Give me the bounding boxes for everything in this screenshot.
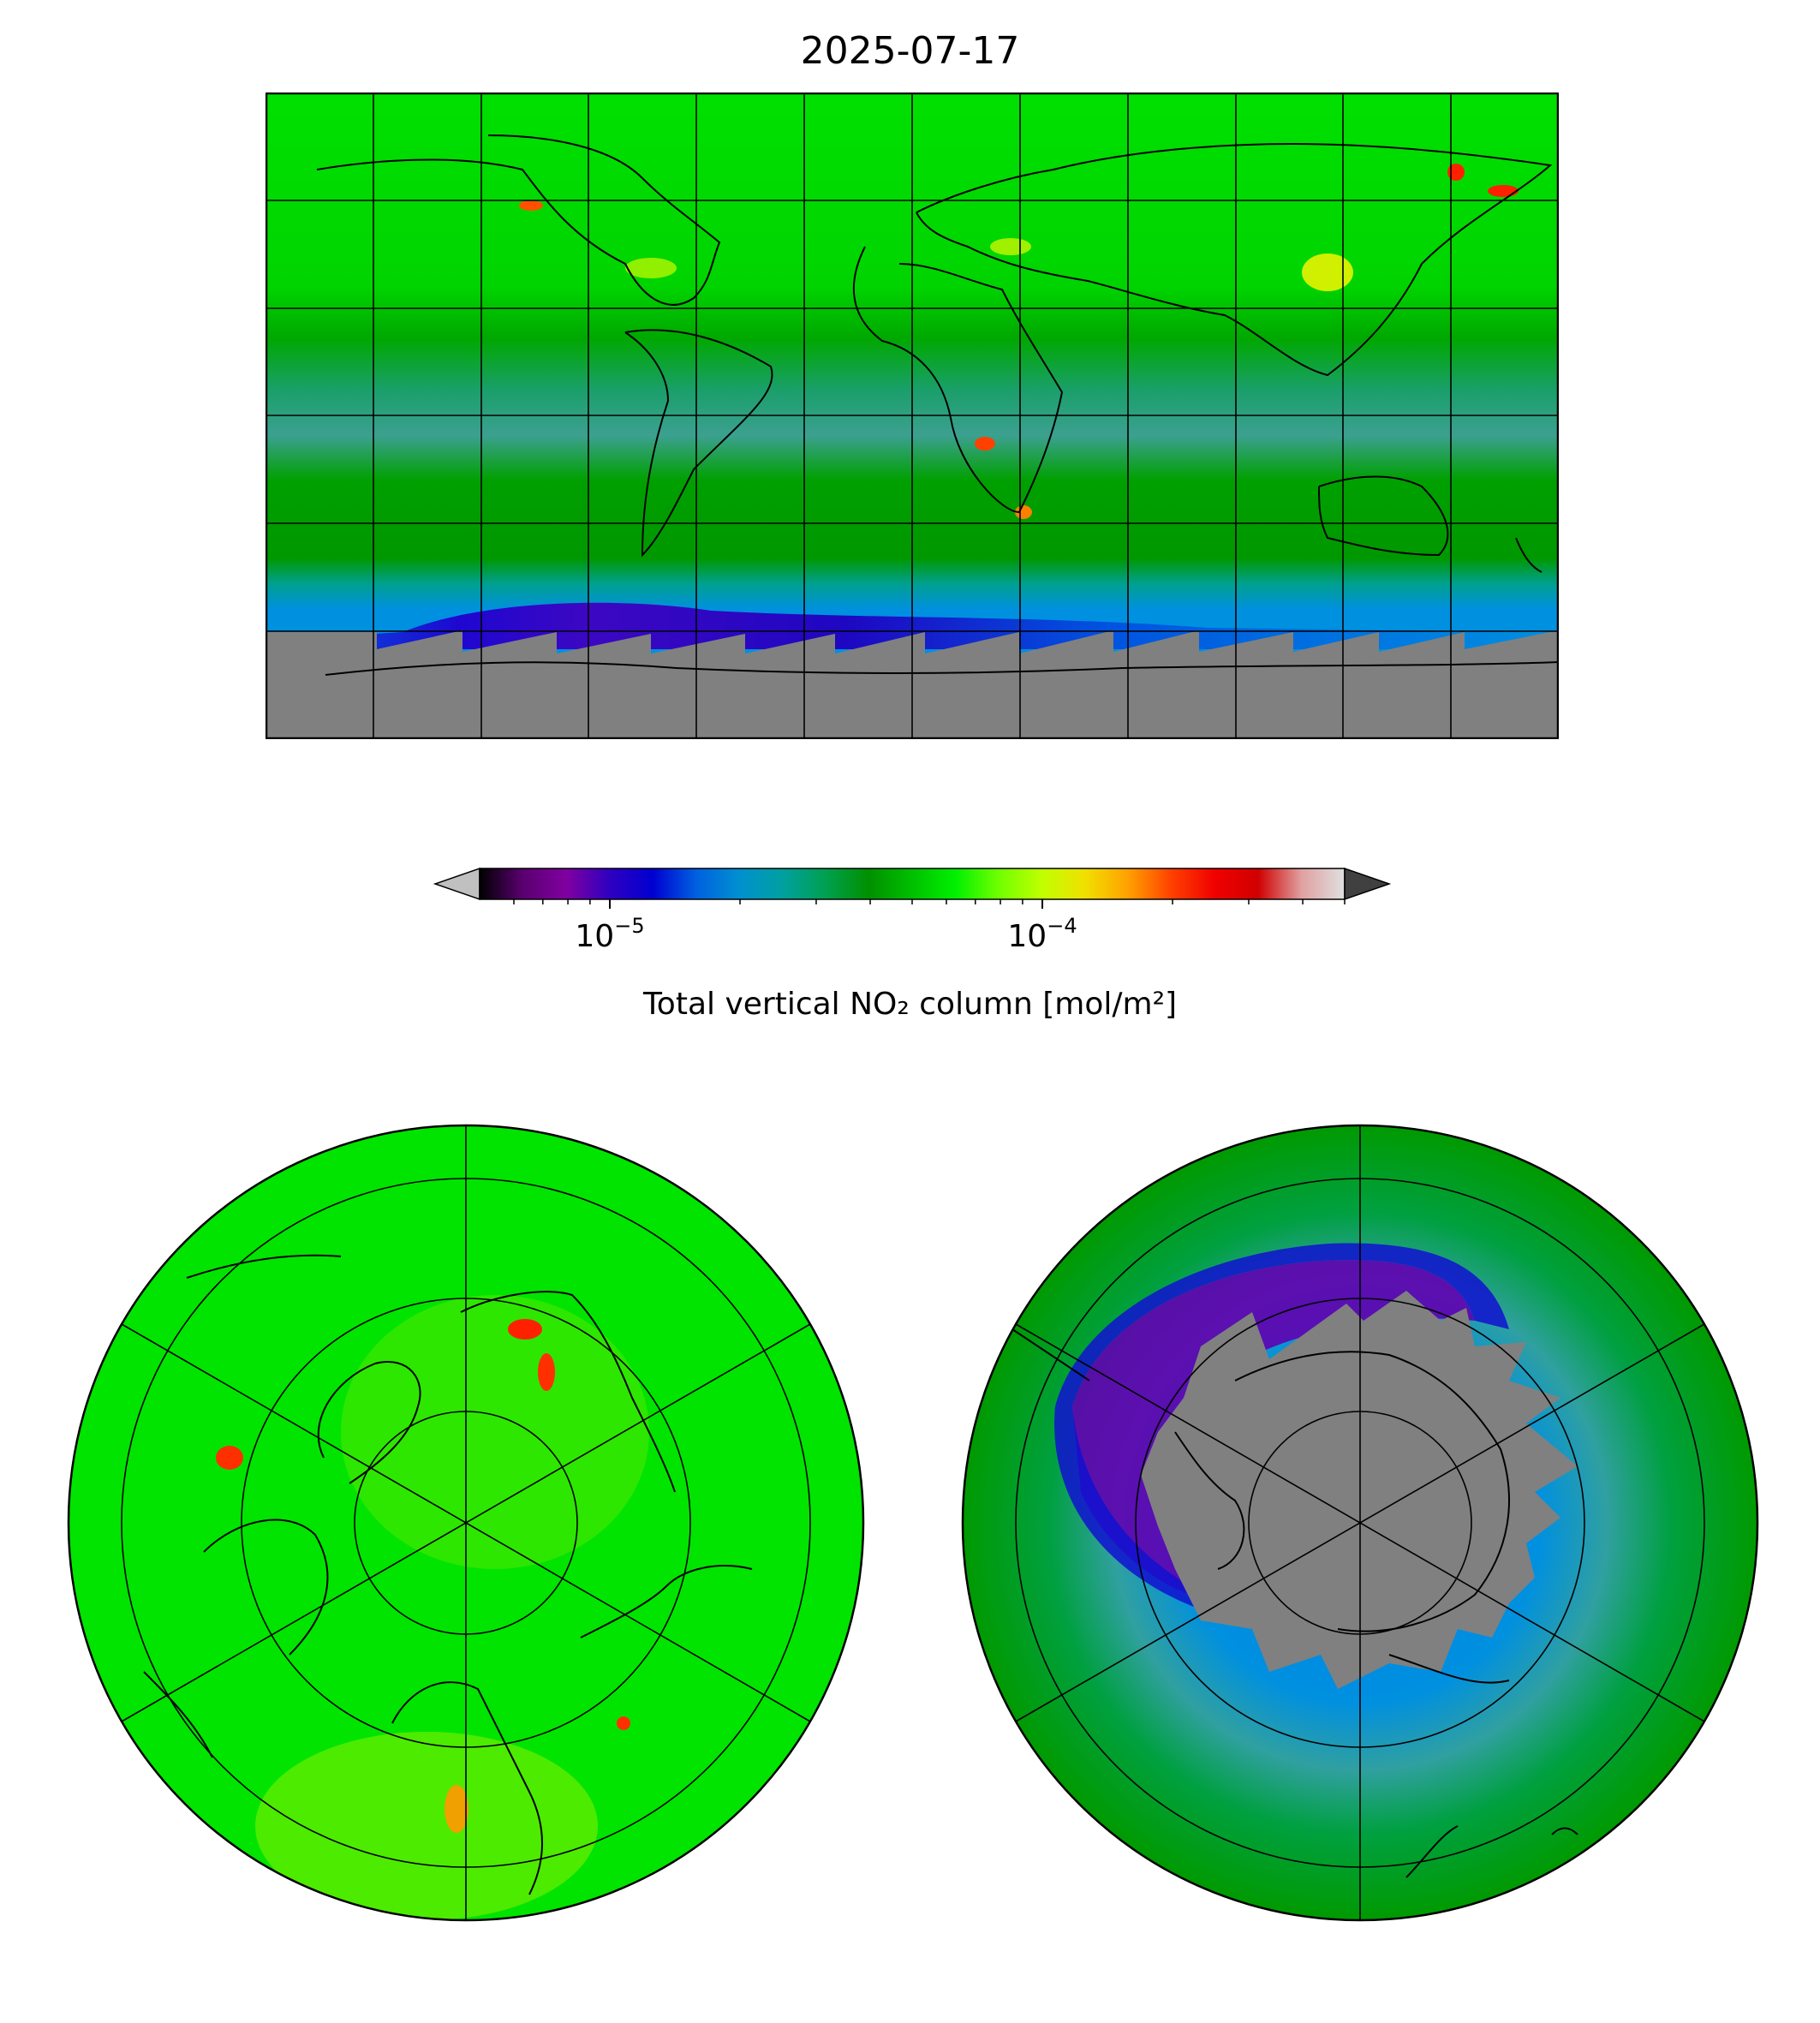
south-coastlines <box>1011 1328 1578 1878</box>
map-gridlines <box>266 92 1559 739</box>
south-map-frame <box>961 1124 1759 1922</box>
north-polar-map <box>67 1124 865 1922</box>
coastlines <box>316 134 1559 676</box>
north-coastlines <box>143 1254 753 1895</box>
south-no-data-region <box>1141 1291 1578 1689</box>
colorbar-tick-label: 10−4 <box>1007 914 1077 954</box>
south-gridlines <box>1015 1125 1705 1920</box>
colorbar-ticks: 10−5 10−4 <box>513 899 1346 954</box>
south-polar-map <box>961 1124 1759 1922</box>
colorbar-label: Total vertical NO₂ column [mol/m²] <box>642 987 1178 1022</box>
map-frame <box>266 92 1559 739</box>
north-gridlines <box>121 1125 811 1920</box>
figure-title: 2025-07-17 <box>800 29 1020 73</box>
colorbar-over-extension <box>1344 867 1392 901</box>
colorbar: 10−5 10−4 <box>433 867 1392 954</box>
colorbar-tick-label: 10−5 <box>575 914 644 954</box>
colorbar-body <box>479 868 1346 900</box>
global-map <box>266 92 1559 739</box>
emission-hotspots <box>519 164 1519 519</box>
colorbar-under-extension <box>433 867 480 901</box>
north-map-frame <box>67 1124 865 1922</box>
